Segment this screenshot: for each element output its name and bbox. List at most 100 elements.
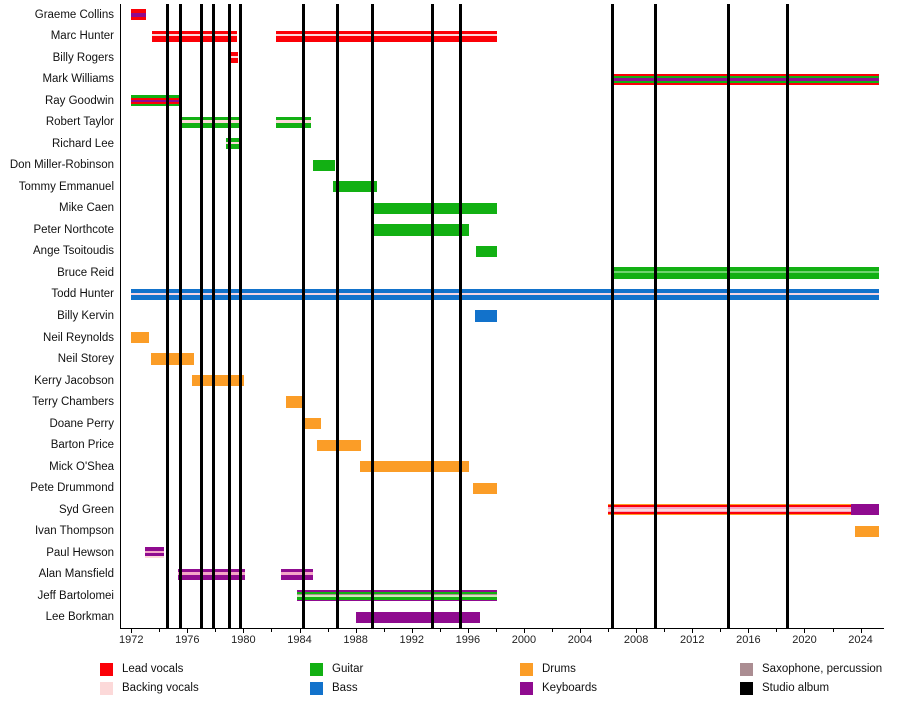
membership-bar-segment — [145, 550, 165, 553]
x-axis-minor-tick — [215, 628, 217, 632]
legend-label: Drums — [542, 663, 576, 675]
membership-bar-segment — [230, 58, 238, 64]
membership-bar — [286, 396, 304, 408]
membership-bar-segment — [280, 571, 313, 575]
membership-bar-segment — [608, 508, 880, 511]
row-label-paul-hewson: Paul Hewson — [46, 546, 114, 559]
legend-swatch-studio-album — [740, 681, 753, 695]
membership-bar-segment — [472, 482, 497, 494]
membership-bar — [225, 138, 242, 150]
chart-legend: Lead vocals Backing vocals Guitar Bass Drums… — [100, 660, 890, 698]
row-label-richard-lee: Richard Lee — [51, 137, 114, 150]
row-label-terry-chambers: Terry Chambers — [32, 396, 114, 409]
x-axis-tick-label-1972: 1972 — [118, 634, 144, 646]
membership-bar-segment — [610, 272, 880, 279]
studio-album-line — [727, 4, 731, 628]
membership-bar-segment — [151, 34, 238, 37]
row-label-column: Graeme Collins Marc Hunter Billy Rogers Mar… — [0, 4, 120, 628]
membership-bar-segment — [177, 574, 245, 580]
row-label-ange-tsoitoudis: Ange Tsoitoudis — [33, 245, 114, 258]
membership-bar — [472, 482, 497, 494]
legend-item-drums: Drums — [520, 660, 597, 678]
x-axis-minor-tick — [832, 628, 834, 632]
membership-bar-segment — [303, 417, 322, 430]
x-axis-minor-tick — [495, 628, 497, 632]
studio-album-line — [431, 4, 435, 628]
studio-album-line — [302, 4, 306, 628]
membership-bar-segment — [145, 547, 165, 551]
membership-bar-segment — [610, 82, 880, 85]
studio-album-line — [199, 4, 203, 628]
membership-bar — [150, 353, 194, 365]
membership-bar-segment — [608, 510, 880, 513]
legend-swatch-saxophone-percussion — [740, 662, 753, 676]
row-label-doane-perry: Doane Perry — [49, 417, 114, 430]
membership-bar-segment — [610, 73, 880, 76]
row-label-peter-northcote: Peter Northcote — [33, 223, 114, 236]
membership-bar-segment — [285, 295, 880, 301]
membership-bar-segment — [280, 568, 313, 572]
membership-bar-segment — [312, 159, 335, 171]
membership-bar-segment — [178, 120, 242, 123]
row-label-billy-rogers: Billy Rogers — [52, 51, 114, 64]
legend-swatch-bass — [310, 681, 323, 695]
studio-album-line — [654, 4, 658, 628]
x-axis-line — [120, 628, 884, 629]
membership-bar — [151, 30, 238, 42]
membership-bar — [610, 267, 880, 279]
membership-bar-segment — [297, 595, 497, 598]
row-label-bruce-reid: Bruce Reid — [57, 266, 114, 279]
studio-album-line — [166, 4, 170, 628]
membership-bar-segment — [275, 36, 497, 42]
x-axis-tick — [467, 628, 469, 633]
x-axis-tick-label-1992: 1992 — [399, 634, 424, 646]
membership-bar — [474, 310, 497, 322]
x-axis-minor-tick — [720, 628, 722, 632]
membership-bar — [177, 568, 245, 580]
legend-label: Studio album — [762, 682, 830, 694]
x-axis-tick — [804, 628, 806, 633]
row-label-todd-hunter: Todd Hunter — [51, 288, 114, 301]
studio-album-line — [178, 4, 182, 628]
membership-bar — [280, 568, 313, 580]
legend-label: Guitar — [332, 663, 364, 675]
x-axis-tick-label-2008: 2008 — [623, 634, 649, 646]
x-axis-minor-tick — [271, 628, 273, 632]
row-label-alan-mansfield: Alan Mansfield — [38, 568, 114, 581]
membership-bar — [230, 52, 238, 64]
membership-bar — [373, 202, 497, 214]
row-label-ray-goodwin: Ray Goodwin — [44, 94, 114, 107]
membership-bar-segment — [610, 77, 880, 82]
membership-bar-segment — [610, 267, 880, 271]
x-axis-tick-label-1996: 1996 — [455, 634, 481, 646]
x-axis-tick — [692, 628, 694, 633]
membership-bar-tail — [850, 504, 880, 516]
legend-swatch-guitar — [310, 662, 323, 676]
x-axis-tick — [748, 628, 750, 633]
membership-bar-segment — [357, 611, 383, 623]
membership-bar-segment — [225, 141, 242, 145]
y-axis-line — [120, 4, 121, 628]
x-axis-tick-label-2012: 2012 — [680, 634, 705, 646]
membership-bar-segment — [151, 30, 238, 35]
row-label-robert-taylor: Robert Taylor — [45, 116, 114, 129]
row-label-mike-caen: Mike Caen — [59, 202, 114, 215]
legend-label: Keyboards — [542, 682, 597, 694]
membership-bar-segment — [230, 52, 238, 56]
membership-bar-segment — [131, 12, 146, 17]
row-label-graeme-collins: Graeme Collins — [34, 8, 114, 21]
membership-bar — [285, 288, 880, 301]
x-axis-tick-label-2016: 2016 — [736, 634, 761, 646]
studio-album-line — [239, 4, 243, 628]
studio-album-line — [227, 4, 231, 628]
studio-album-line — [335, 4, 339, 628]
membership-bar-segment — [297, 599, 497, 602]
x-axis-minor-tick — [327, 628, 329, 632]
legend-swatch-backing-vocals — [100, 681, 113, 695]
membership-bar-segment — [191, 374, 245, 387]
membership-bar — [312, 159, 335, 171]
membership-bar-segment — [474, 310, 497, 322]
x-axis-tick — [355, 628, 357, 633]
membership-bar-segment — [608, 512, 880, 514]
x-axis-minor-tick — [664, 628, 666, 632]
